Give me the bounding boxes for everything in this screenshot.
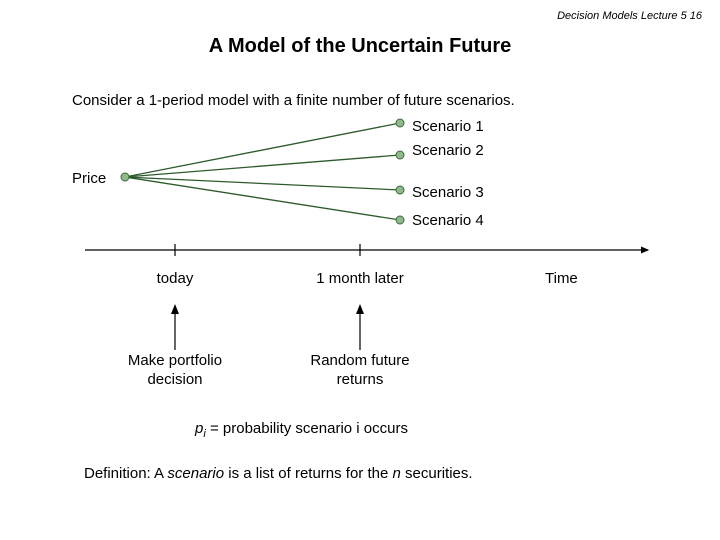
prob-rest: = probability scenario i occurs [206,420,408,437]
def-mid: is a list of returns for the [224,465,392,482]
timeline-today-label: today [135,270,215,287]
def-scenario-word: scenario [167,465,224,482]
intro-text: Consider a 1-period model with a finite … [72,92,515,109]
scenario-fan-diagram [60,110,660,270]
make-portfolio-decision-label: Make portfolio decision [110,352,240,390]
timeline-time-label: Time [545,270,578,287]
def-tail: securities. [401,465,473,482]
header-slide-info: Decision Models Lecture 5 16 [557,10,702,22]
page-title: A Model of the Uncertain Future [0,35,720,58]
probability-definition: pi = probability scenario i occurs [195,420,408,440]
scenario-definition: Definition: A scenario is a list of retu… [84,465,473,482]
timeline-one-month-label: 1 month later [310,270,410,289]
def-n: n [393,465,401,482]
def-lead: Definition: A [84,465,167,482]
random-future-returns-label: Random future returns [300,352,420,390]
vertical-arrows [60,300,660,360]
